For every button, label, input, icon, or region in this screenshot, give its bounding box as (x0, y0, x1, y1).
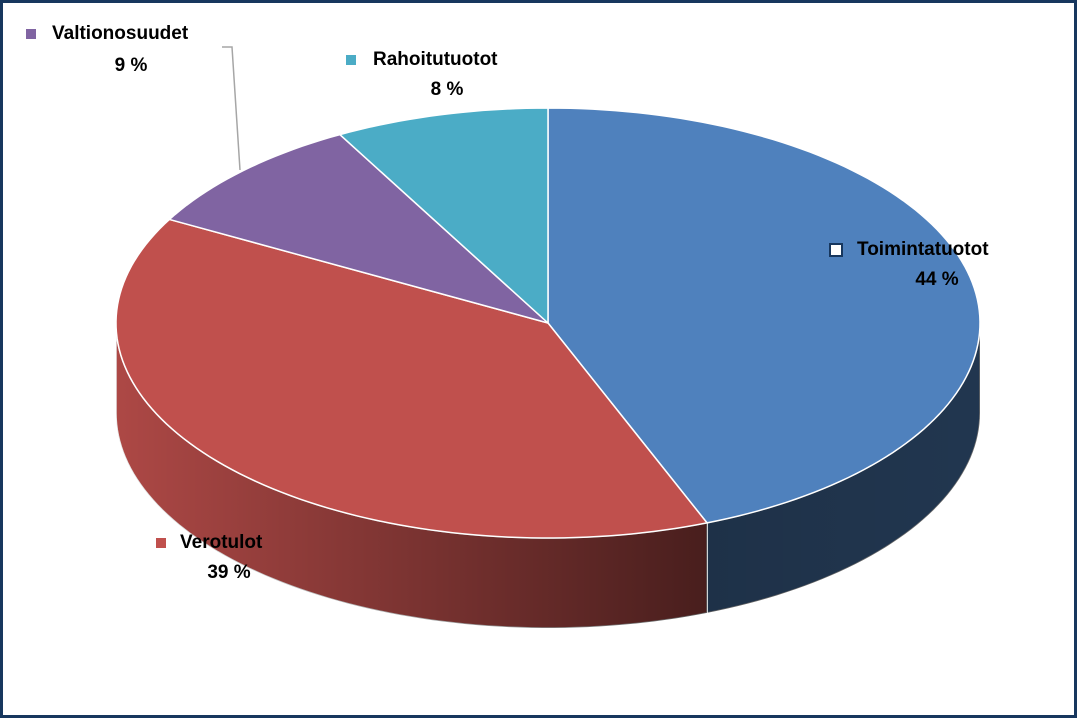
slice-side-shade (116, 323, 708, 628)
legend-key (346, 55, 356, 65)
slice-label: Valtionosuudet (52, 23, 189, 44)
slice-side-shade (707, 323, 980, 613)
slice (167, 133, 549, 324)
slice (115, 218, 709, 539)
slice (547, 107, 981, 524)
slice-label: Verotulot (180, 532, 263, 553)
value-label: 39 % (207, 562, 250, 583)
value-label: 9 % (115, 55, 148, 76)
value-label: 8 % (431, 79, 464, 100)
value-label: 44 % (915, 269, 958, 290)
slice-label: Toimintatuotot (857, 239, 989, 260)
legend-key (26, 29, 36, 39)
slice (338, 107, 549, 325)
slice-label: Rahoitutuotot (373, 49, 498, 70)
legend-key (156, 538, 166, 548)
leader-line (222, 46, 241, 171)
legend-key (829, 243, 843, 257)
